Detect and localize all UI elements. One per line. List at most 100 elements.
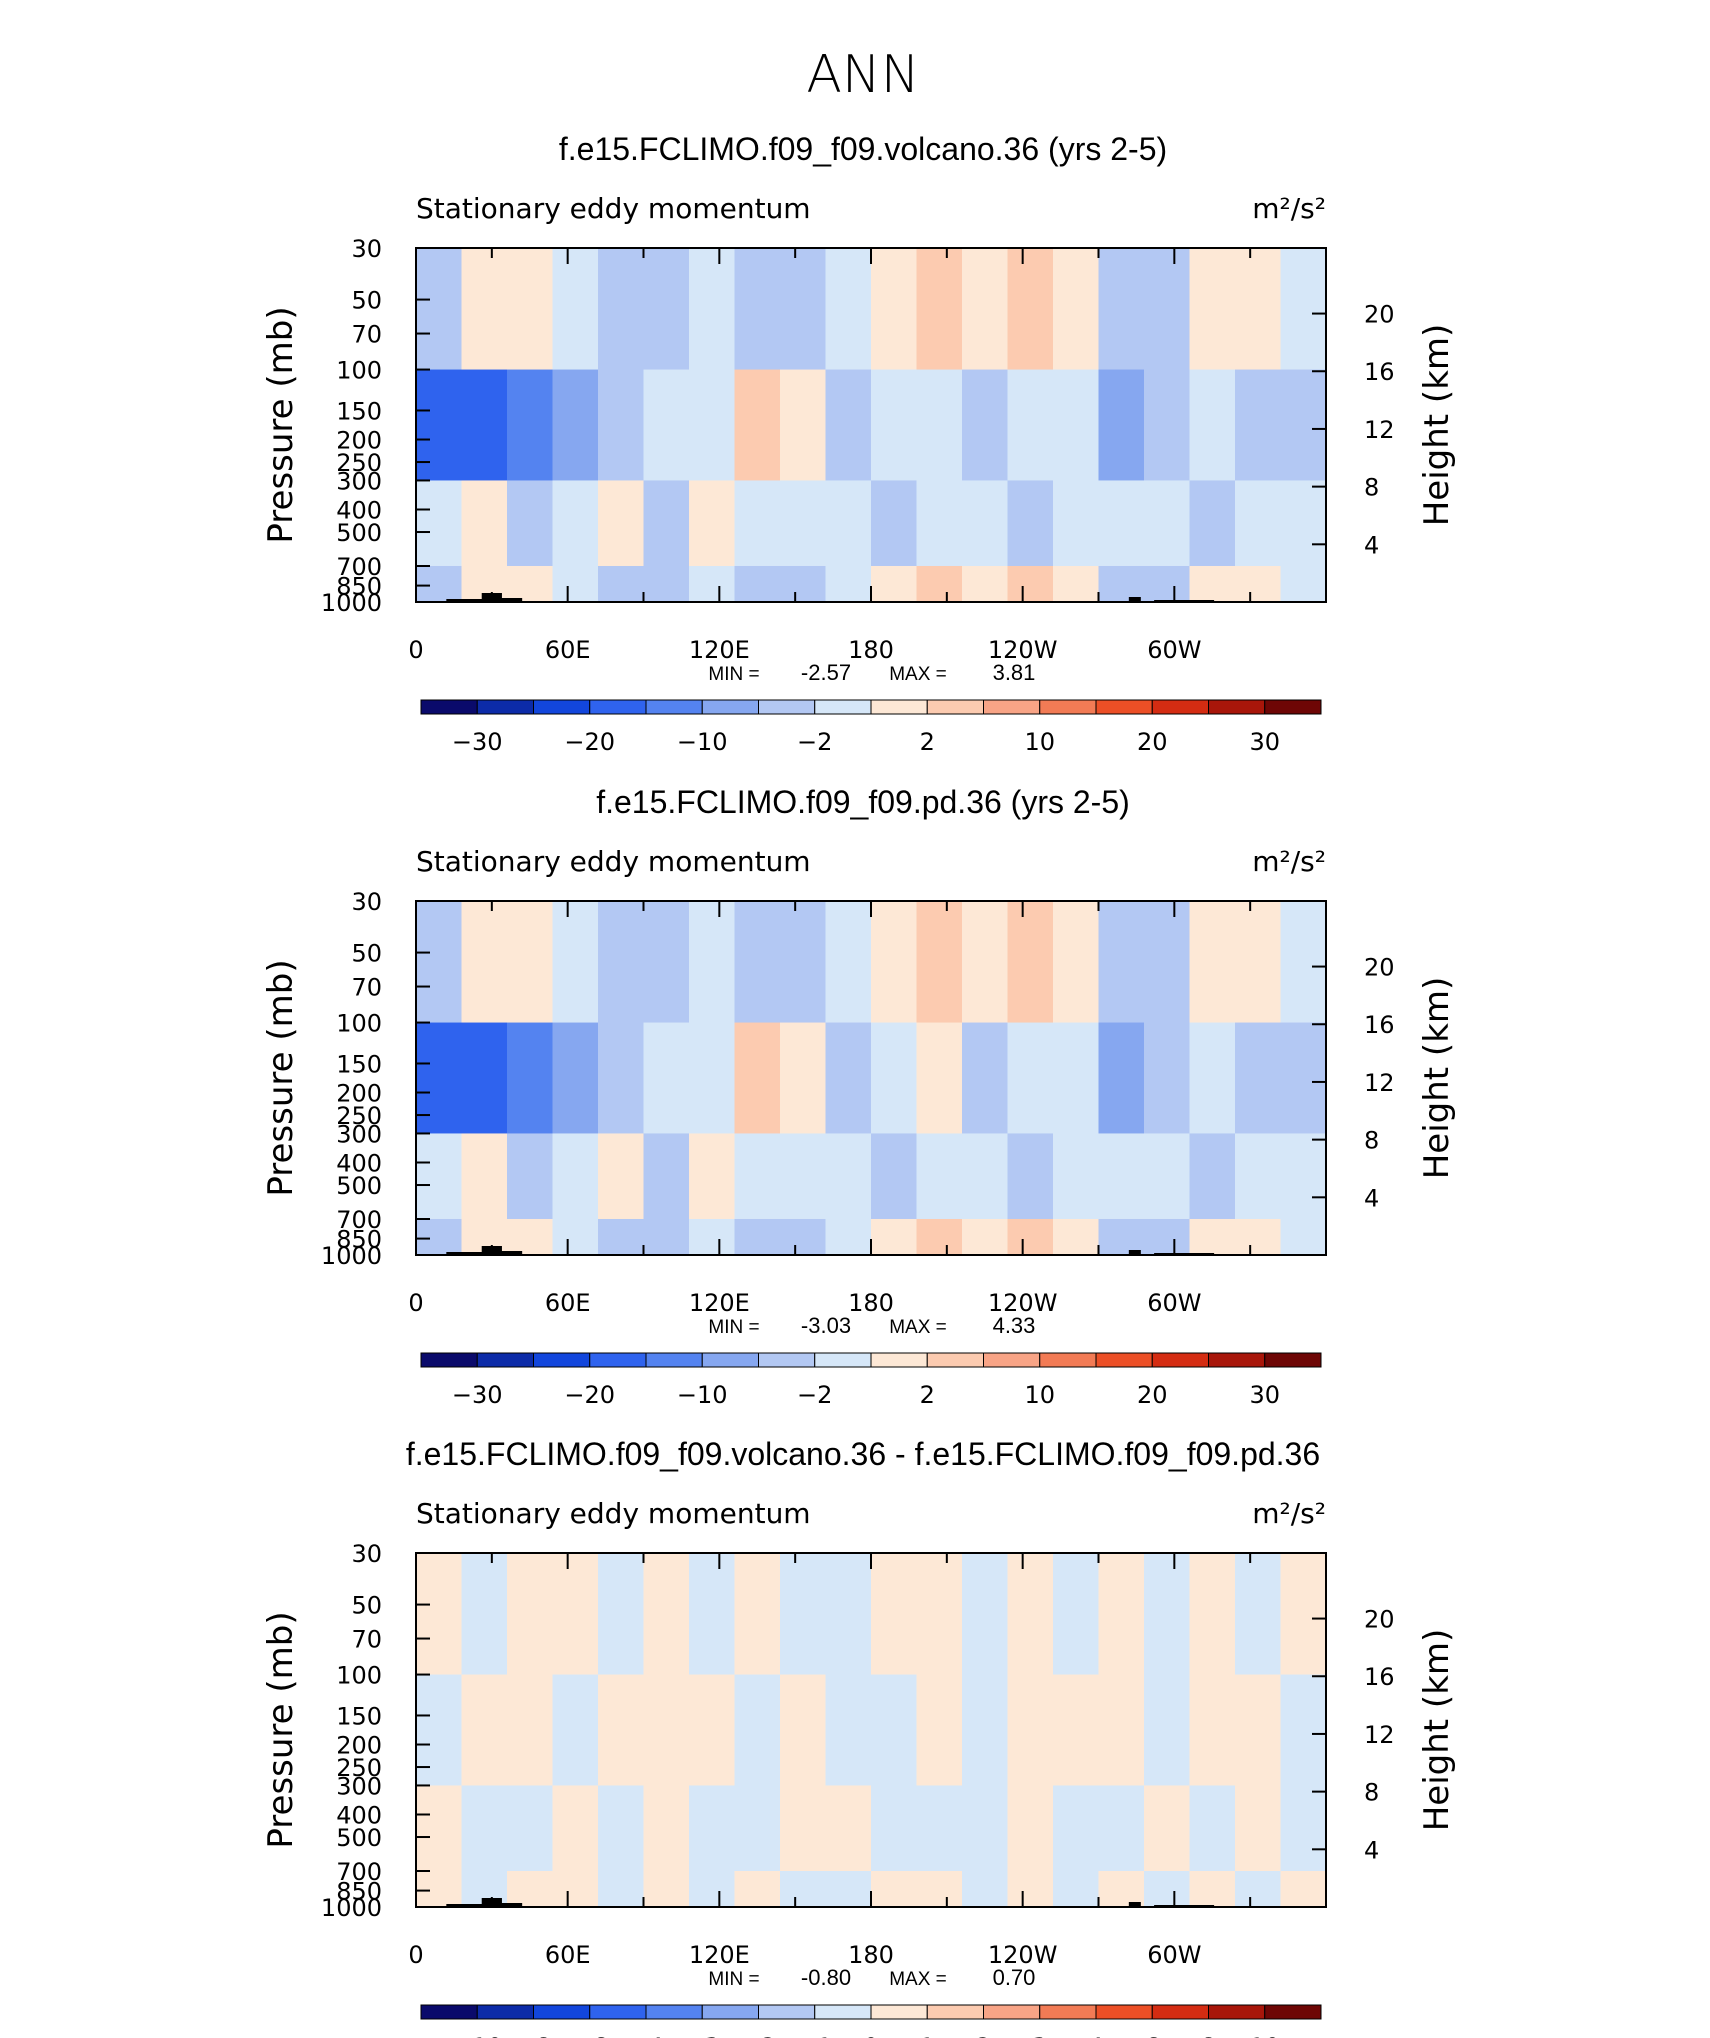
height-tick-label: 16 bbox=[1364, 358, 1395, 386]
colorbar-label: −10 bbox=[677, 728, 728, 756]
pressure-tick-label: 850 bbox=[336, 573, 382, 601]
contour-cell bbox=[689, 565, 735, 602]
colorbar-swatch bbox=[589, 699, 647, 715]
left-label: Stationary eddy momentum bbox=[416, 845, 811, 878]
colorbar-swatch bbox=[758, 1352, 816, 1368]
colorbar-swatch bbox=[589, 1352, 647, 1368]
contour-cell bbox=[416, 1674, 462, 1786]
colorbar-label: −1 bbox=[797, 2033, 832, 2038]
contour-cell bbox=[734, 1785, 781, 1872]
contour-cell bbox=[1053, 565, 1099, 602]
colorbar-swatch bbox=[589, 2004, 647, 2020]
y-axis-title: Pressure (mb) bbox=[261, 1611, 301, 1848]
contour-cell bbox=[507, 1553, 553, 1676]
height-tick-label: 12 bbox=[1364, 416, 1395, 444]
contour-cell bbox=[1144, 248, 1190, 371]
y-axis-title: Pressure (mb) bbox=[261, 959, 301, 1196]
contour-cell bbox=[1007, 1022, 1054, 1134]
contour-cell bbox=[1189, 1022, 1236, 1134]
contour-cell bbox=[1189, 1553, 1236, 1676]
contour-cell bbox=[507, 901, 553, 1024]
contour-cell bbox=[825, 1022, 872, 1134]
contour-cell bbox=[1235, 1553, 1281, 1676]
contour-cell bbox=[825, 1133, 872, 1220]
pressure-tick-label: 200 bbox=[336, 427, 382, 455]
colorbar-swatch bbox=[1151, 699, 1209, 715]
contour-cell bbox=[1144, 1022, 1190, 1134]
contour-cell bbox=[734, 1133, 781, 1220]
colorbar-label: 2 bbox=[976, 2033, 991, 2038]
contour-cell bbox=[1144, 901, 1190, 1024]
lon-tick-label: 60W bbox=[1147, 1941, 1201, 1969]
pressure-tick-label: 250 bbox=[336, 1754, 382, 1782]
height-tick-label: 8 bbox=[1364, 474, 1379, 502]
contour-cell bbox=[1053, 369, 1099, 481]
colorbar-label: −10 bbox=[452, 2033, 503, 2038]
contour-cell bbox=[461, 248, 508, 371]
contour-cell bbox=[1007, 901, 1054, 1024]
season-title: ANN bbox=[806, 45, 919, 105]
min-value: -2.57 bbox=[801, 660, 851, 685]
contour-cell bbox=[1053, 1674, 1099, 1786]
contour-cell bbox=[1280, 1218, 1327, 1255]
pressure-tick-label: 500 bbox=[336, 1824, 382, 1852]
contour-cell bbox=[461, 369, 508, 481]
contour-cell bbox=[507, 1133, 553, 1220]
contour-cell bbox=[461, 1674, 508, 1786]
contour-cell bbox=[871, 1785, 917, 1872]
contour-cell bbox=[416, 565, 462, 602]
contour-cell bbox=[598, 565, 644, 602]
contour-cell bbox=[916, 369, 963, 481]
contour-cell bbox=[734, 480, 781, 567]
colorbar-swatch bbox=[1039, 1352, 1097, 1368]
contour-cell bbox=[962, 1553, 1008, 1676]
colorbar-swatch bbox=[983, 1352, 1041, 1368]
topography-asia bbox=[446, 593, 523, 602]
contour-cell bbox=[962, 1785, 1008, 1872]
left-label: Stationary eddy momentum bbox=[416, 1497, 811, 1530]
contour-cell bbox=[1098, 248, 1145, 371]
units-label: m²/s² bbox=[1252, 845, 1326, 878]
colorbar-swatch bbox=[701, 2004, 759, 2020]
contour-cell bbox=[1280, 480, 1327, 567]
contour-cell bbox=[416, 1133, 462, 1220]
contour-cell bbox=[1144, 369, 1190, 481]
contour-cell bbox=[1098, 1674, 1145, 1786]
colorbar-swatch bbox=[983, 2004, 1041, 2020]
colorbar-swatch bbox=[1264, 699, 1322, 715]
colorbar-swatch bbox=[870, 2004, 928, 2020]
colorbar-swatch bbox=[1264, 1352, 1322, 1368]
contour-cell bbox=[1280, 1553, 1327, 1676]
contour-cell bbox=[780, 369, 826, 481]
contour-cell bbox=[734, 1870, 781, 1907]
pressure-tick-label: 150 bbox=[336, 1050, 382, 1078]
colorbar-swatch bbox=[420, 1352, 478, 1368]
contour-cell bbox=[1098, 480, 1145, 567]
colorbar-swatch bbox=[983, 699, 1041, 715]
contour-cell bbox=[780, 1022, 826, 1134]
lon-tick-label: 180 bbox=[848, 1289, 894, 1317]
lon-tick-label: 0 bbox=[408, 1289, 423, 1317]
colorbar-label: 10 bbox=[1024, 728, 1055, 756]
pressure-tick-label: 850 bbox=[336, 1878, 382, 1906]
contour-cell bbox=[962, 1218, 1008, 1255]
contour-cell bbox=[780, 1553, 826, 1676]
contour-cell bbox=[1189, 1674, 1236, 1786]
contour-cell bbox=[552, 1133, 599, 1220]
colorbar-label: 20 bbox=[1137, 1381, 1168, 1409]
lon-tick-label: 180 bbox=[848, 1941, 894, 1969]
max-value: 4.33 bbox=[993, 1313, 1036, 1338]
colorbar-label: −10 bbox=[677, 1381, 728, 1409]
colorbar-swatch bbox=[814, 699, 872, 715]
colorbar-label: −20 bbox=[564, 728, 615, 756]
contour-cell bbox=[1280, 565, 1327, 602]
contour-cell bbox=[689, 369, 735, 481]
colorbar-label: 0 bbox=[863, 2033, 878, 2038]
height-tick-label: 16 bbox=[1364, 1011, 1395, 1039]
contour-cell bbox=[1098, 1218, 1145, 1255]
colorbar-label: 10 bbox=[1024, 1381, 1055, 1409]
contour-cell bbox=[1098, 901, 1145, 1024]
contour-cell bbox=[1189, 1870, 1236, 1907]
pressure-tick-label: 30 bbox=[351, 235, 382, 263]
contour-cell bbox=[962, 1674, 1008, 1786]
